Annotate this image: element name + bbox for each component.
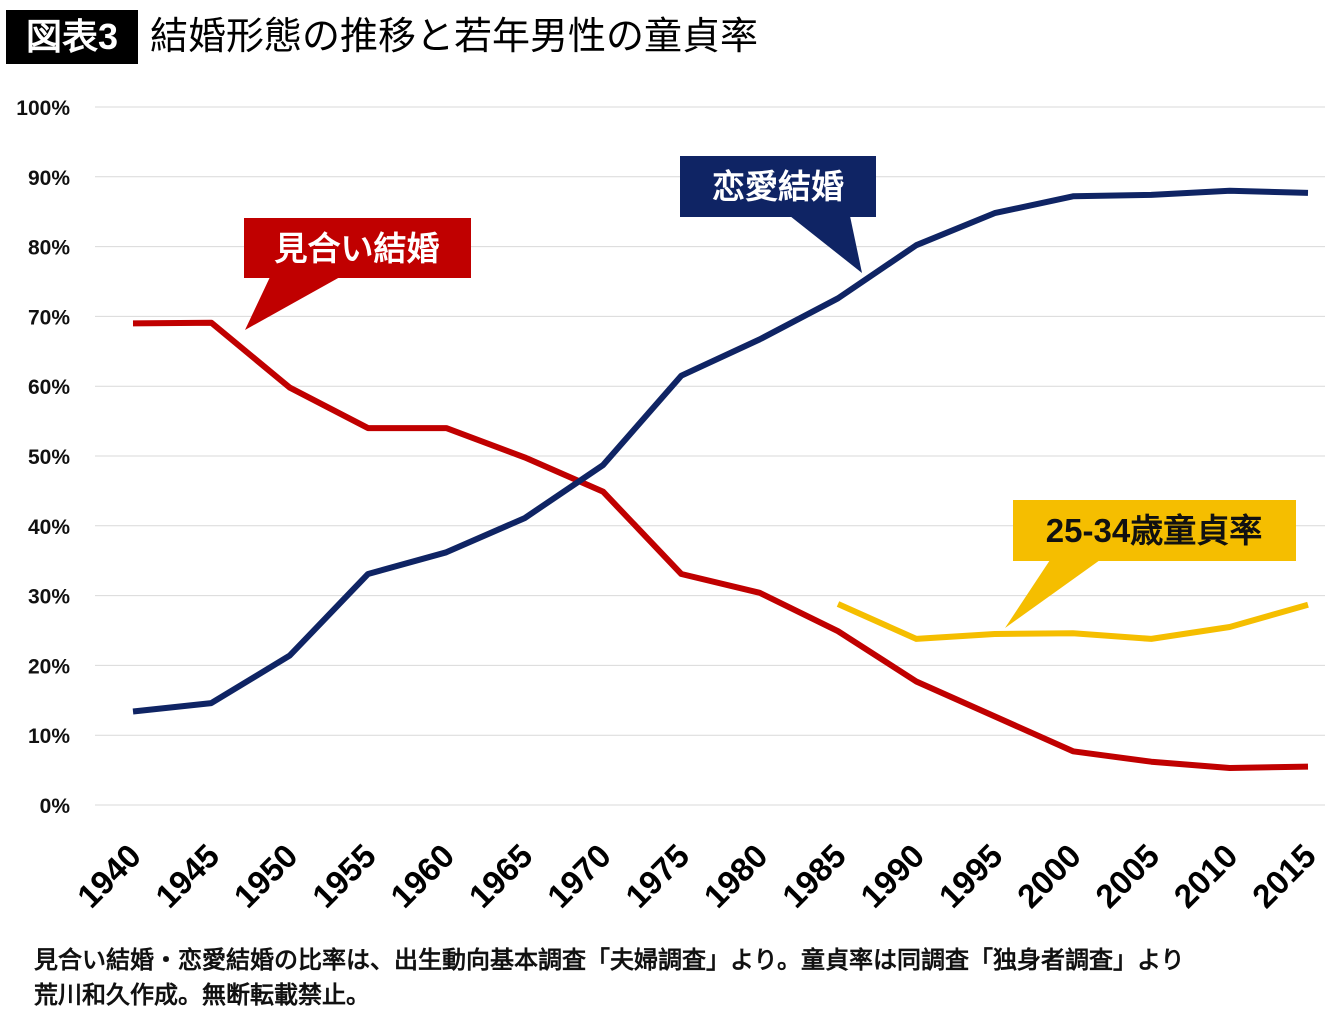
callout-miai: 見合い結婚 — [244, 218, 471, 330]
figure-number-tag: 図表3 — [6, 10, 138, 64]
y-tick-label: 30% — [28, 586, 70, 609]
y-tick-label: 0% — [40, 795, 71, 818]
y-tick-label: 80% — [28, 237, 70, 260]
callout-box — [244, 218, 471, 278]
series-label-renai: 恋愛結婚 — [712, 168, 844, 205]
callout-pointer — [245, 277, 340, 330]
x-tick-label: 1975 — [618, 837, 696, 915]
y-tick-label: 60% — [28, 376, 70, 399]
source-note: 見合い結婚・恋愛結婚の比率は、出生動向基本調査「夫婦調査」より。童貞率は同調査「… — [34, 943, 1185, 1013]
callout-box — [1013, 500, 1296, 561]
callout-renai: 恋愛結婚 — [680, 156, 876, 273]
y-tick-label: 20% — [28, 655, 70, 678]
x-tick-label: 1955 — [305, 837, 383, 915]
x-tick-label: 1950 — [227, 837, 305, 915]
x-tick-label: 1980 — [697, 837, 775, 915]
x-tick-label: 2010 — [1167, 837, 1245, 915]
x-tick-label: 1970 — [540, 837, 618, 915]
x-tick-label: 1945 — [148, 837, 226, 915]
x-tick-label: 2000 — [1010, 837, 1088, 915]
source-note-line1: 見合い結婚・恋愛結婚の比率は、出生動向基本調査「夫婦調査」より。童貞率は同調査「… — [34, 947, 1185, 974]
callout-pointer — [790, 216, 862, 273]
y-tick-label: 40% — [28, 516, 70, 539]
x-tick-label: 1940 — [70, 837, 148, 915]
callout-virgin-rate: 25-34歳童貞率 — [1005, 500, 1296, 628]
series-line-1 — [132, 187, 1309, 715]
x-tick-label: 1985 — [775, 837, 853, 915]
x-tick-label: 2005 — [1088, 837, 1166, 915]
callout-box — [680, 156, 876, 217]
chart-title: 結婚形態の推移と若年男性の童貞率 — [150, 16, 759, 58]
series-line-0 — [132, 319, 1309, 771]
source-note-line2: 荒川和久作成。無断転載禁止。 — [34, 982, 370, 1009]
y-tick-label: 10% — [28, 725, 70, 748]
x-tick-label: 1990 — [853, 837, 931, 915]
series-label-virgin-rate: 25-34歳童貞率 — [1046, 512, 1262, 549]
x-tick-label: 2015 — [1245, 837, 1323, 915]
x-tick-label: 1965 — [462, 837, 540, 915]
y-tick-label: 90% — [28, 167, 70, 190]
callout-pointer — [1005, 560, 1100, 628]
y-tick-label: 100% — [16, 97, 70, 120]
x-tick-label: 1995 — [932, 837, 1010, 915]
series-line-2 — [836, 601, 1309, 642]
x-tick-label: 1960 — [383, 837, 461, 915]
series-label-miai: 見合い結婚 — [275, 230, 440, 267]
y-tick-label: 70% — [28, 306, 70, 329]
y-tick-label: 50% — [28, 446, 70, 469]
